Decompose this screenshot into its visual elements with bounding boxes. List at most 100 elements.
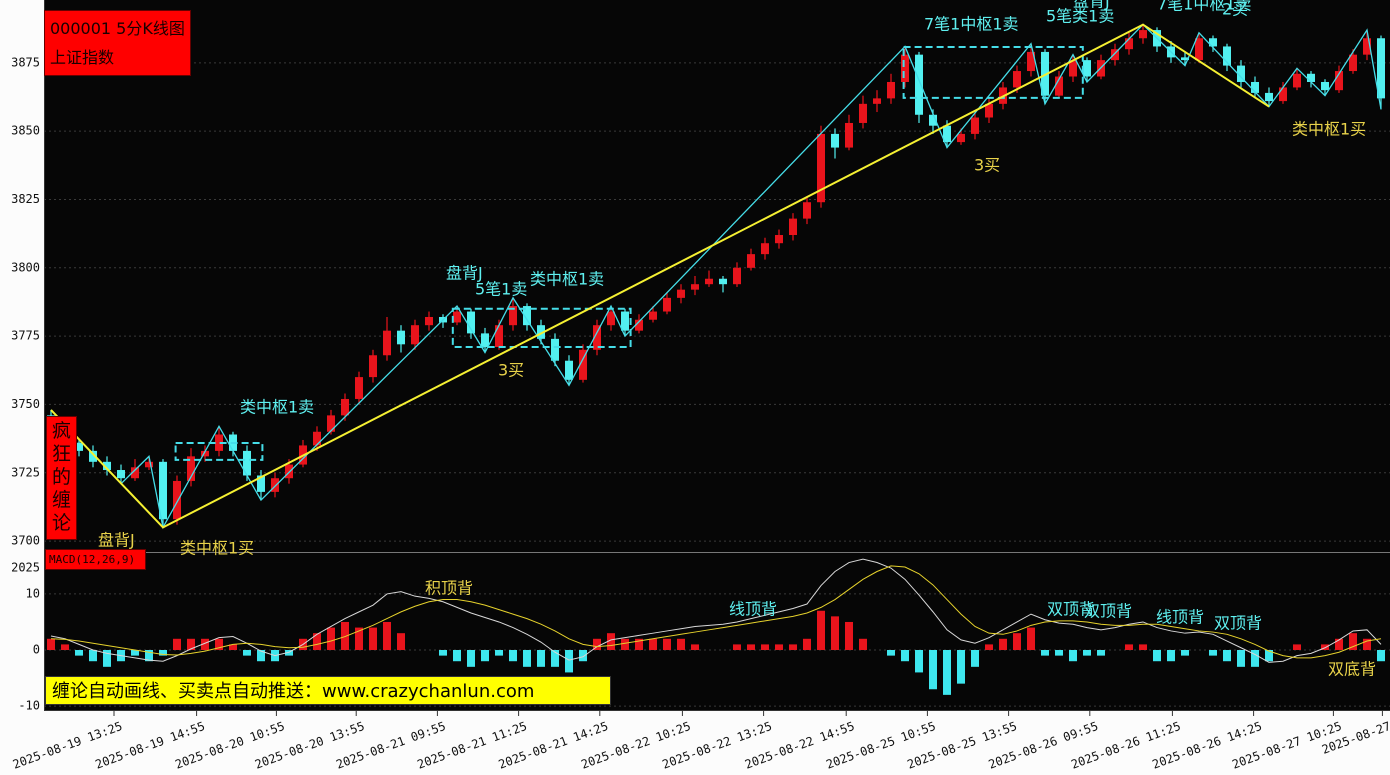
- plot-background: [44, 0, 1390, 710]
- macd-bar: [621, 638, 629, 651]
- candle-body: [201, 450, 209, 457]
- y-tick-label: 3800: [11, 260, 40, 274]
- candle-body: [1013, 71, 1021, 88]
- macd-bar: [313, 633, 321, 651]
- macd-bar: [467, 650, 475, 667]
- candle-body: [929, 114, 937, 126]
- candle-body: [817, 133, 825, 203]
- promo-banner: 缠论自动画线、买卖点自动推送：www.crazychanlun.com: [45, 676, 611, 705]
- macd-bar: [383, 621, 391, 651]
- side-label: 疯狂的缠论: [46, 416, 77, 540]
- candle-body: [1139, 30, 1147, 39]
- candle-body: [1111, 49, 1119, 61]
- candle-body: [75, 442, 83, 451]
- macd-bar: [943, 650, 951, 695]
- candle-body: [565, 360, 573, 380]
- y-tick-label: 3775: [11, 329, 40, 343]
- candle-body: [621, 311, 629, 331]
- macd-bar: [131, 650, 139, 656]
- candle-body: [859, 103, 867, 123]
- candle-body: [327, 415, 335, 432]
- macd-bar: [733, 644, 741, 651]
- macd-bar: [369, 627, 377, 651]
- candle-body: [341, 398, 349, 416]
- macd-bar: [551, 650, 559, 667]
- annotation: 双顶背: [1047, 600, 1095, 619]
- candle-body: [1349, 54, 1357, 72]
- candle-body: [803, 202, 811, 219]
- annotation: 双顶背: [1214, 614, 1262, 633]
- candle-body: [187, 456, 195, 481]
- macd-bar: [453, 650, 461, 662]
- candle-body: [761, 243, 769, 255]
- candle-body: [775, 235, 783, 244]
- candle-body: [733, 267, 741, 285]
- candle-body: [1293, 73, 1301, 88]
- macd-bar: [201, 638, 209, 651]
- macd-bar: [999, 638, 1007, 651]
- candle-body: [845, 122, 853, 148]
- candle-body: [635, 319, 643, 331]
- candle-body: [691, 284, 699, 290]
- candle-body: [369, 355, 377, 378]
- candle-body: [1181, 57, 1189, 61]
- macd-line: [50, 565, 1382, 659]
- macd-bar: [691, 644, 699, 651]
- candle-body: [789, 218, 797, 236]
- macd-bar: [565, 650, 573, 673]
- candle-body: [1265, 92, 1273, 102]
- macd-bar: [327, 627, 335, 651]
- annotation: 线顶背: [1156, 608, 1204, 627]
- macd-bar: [103, 650, 111, 667]
- candle-body: [313, 431, 321, 446]
- candle-body: [397, 330, 405, 345]
- candle-body: [1083, 60, 1091, 77]
- y-tick-label: 3850: [11, 124, 40, 138]
- macd-bar: [89, 650, 97, 662]
- candle-body: [425, 316, 433, 326]
- y-tick-label: 0: [33, 643, 40, 657]
- candle-body: [285, 464, 293, 479]
- macd-bar: [915, 650, 923, 673]
- macd-bar: [481, 650, 489, 662]
- candle-body: [215, 434, 223, 451]
- macd-bar: [523, 650, 531, 667]
- candle-body: [271, 478, 279, 492]
- annotation: 类中枢1卖: [240, 398, 314, 417]
- macd-bar: [817, 610, 825, 651]
- macd-bar: [187, 638, 195, 651]
- macd-bar: [1013, 633, 1021, 651]
- candle-body: [453, 311, 461, 323]
- macd-bar: [901, 650, 909, 662]
- y-tick-label: 10: [26, 586, 40, 600]
- candle-body: [1335, 71, 1343, 91]
- macd-bar: [1349, 633, 1357, 651]
- candle-body: [1055, 76, 1063, 96]
- code-title: 000001 5分K线图: [50, 19, 185, 38]
- candle-body: [985, 103, 993, 118]
- y-tick-label: 3700: [11, 534, 40, 548]
- candle-body: [481, 333, 489, 348]
- macd-bar: [957, 650, 965, 684]
- macd-bar: [1167, 650, 1175, 662]
- macd-bar: [831, 616, 839, 651]
- y-tick-label: 3725: [11, 465, 40, 479]
- candle-body: [887, 81, 895, 99]
- candle-body: [901, 54, 909, 82]
- candle-body: [579, 349, 587, 380]
- macd-bar: [663, 638, 671, 651]
- macd-bar: [1097, 650, 1105, 656]
- macd-bar: [1293, 644, 1301, 651]
- y-tick-label: 3750: [11, 397, 40, 411]
- macd-bar: [635, 638, 643, 651]
- candle-body: [1363, 38, 1371, 55]
- macd-bar: [887, 650, 895, 656]
- index-name: 上证指数: [50, 48, 115, 67]
- macd-bar: [145, 650, 153, 662]
- macd-bar: [355, 627, 363, 651]
- candle-body: [1209, 38, 1217, 47]
- macd-bar: [1055, 650, 1063, 656]
- candle-body: [89, 450, 97, 462]
- candle-body: [747, 254, 755, 268]
